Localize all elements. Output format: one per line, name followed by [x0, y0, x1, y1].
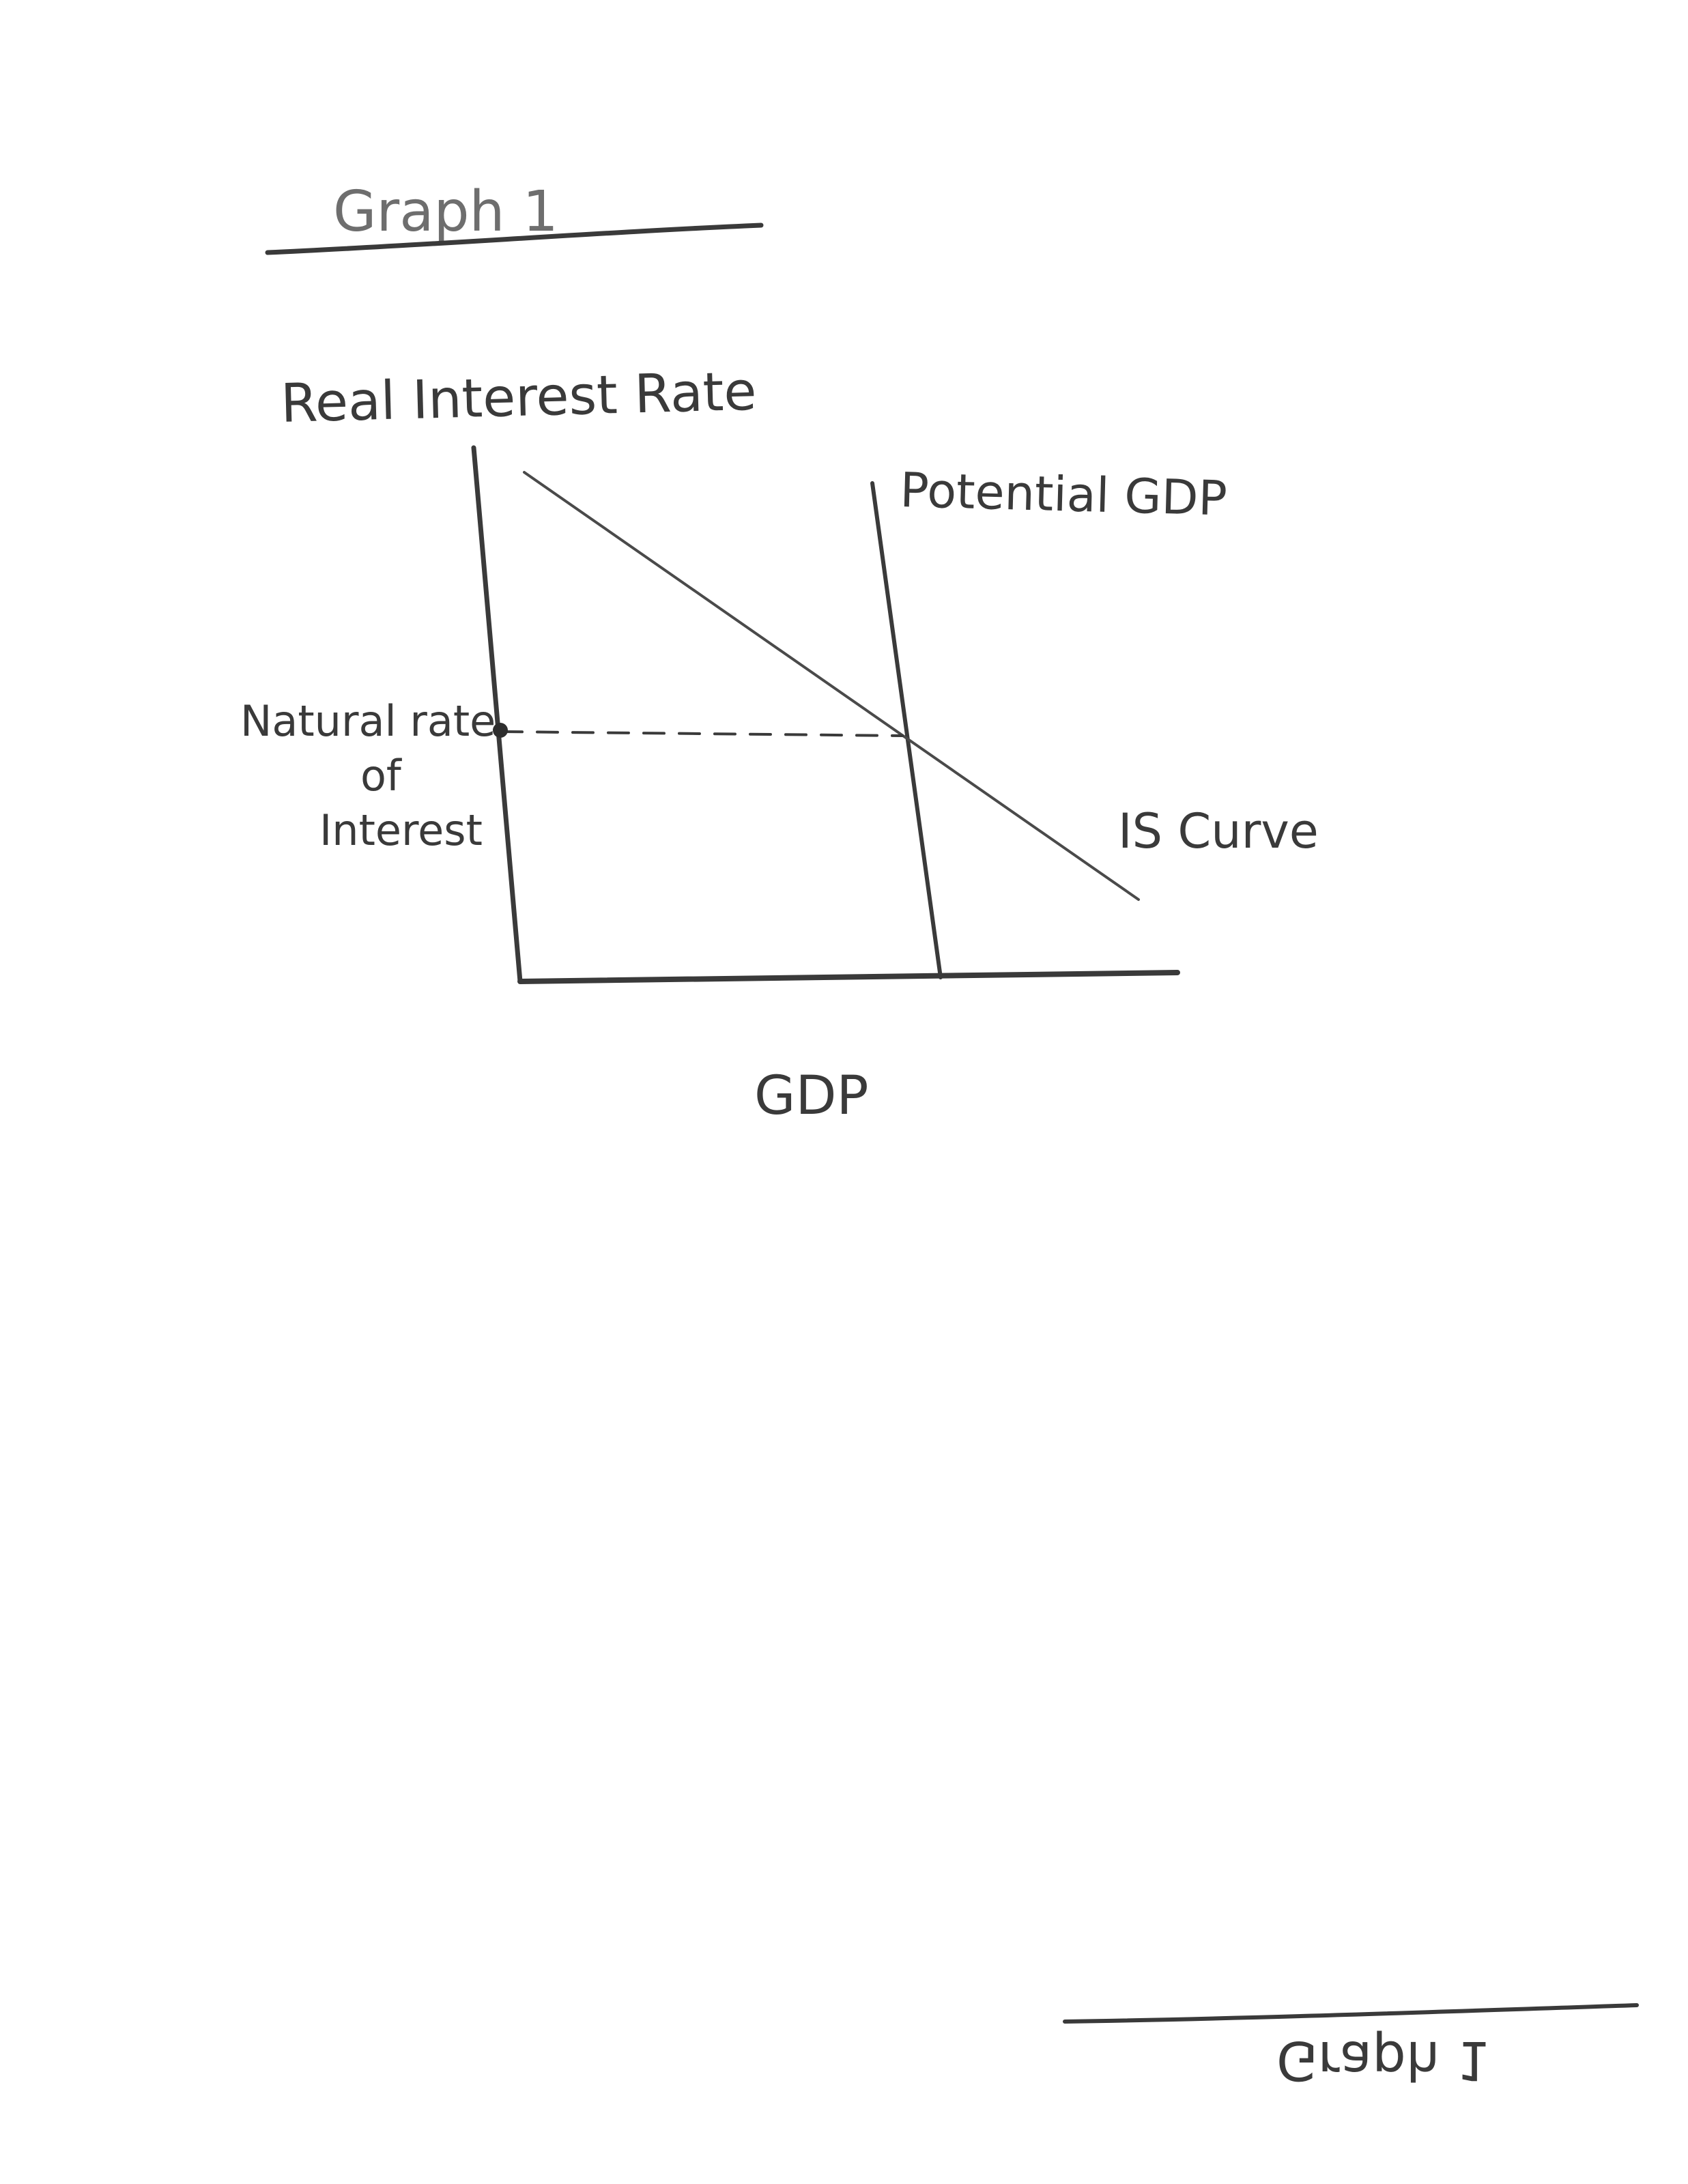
page-title: Graph 1: [333, 179, 558, 244]
footer-mirrored-title: Graph 1: [1276, 2029, 1491, 2090]
x-axis-line: [517, 970, 1180, 984]
potential-gdp-label: Potential GDP: [900, 462, 1228, 527]
x-axis-label: GDP: [754, 1065, 869, 1127]
natural-rate-label-line3: Interest: [319, 805, 483, 855]
y-axis-label: Real Interest Rate: [280, 361, 757, 435]
title-underline: [265, 222, 764, 255]
footer-line: [1063, 2003, 1639, 2024]
natural-rate-label-line1: Natural rate: [240, 696, 496, 746]
natural-rate-label-line2: of: [360, 751, 403, 801]
is-curve-line: [523, 471, 1140, 901]
natural-rate-dashed-line: [500, 730, 904, 737]
y-axis-line: [471, 445, 523, 984]
natural-rate-point: [493, 723, 508, 738]
potential-gdp-line: [870, 481, 943, 979]
is-curve-label: IS Curve: [1118, 803, 1319, 859]
